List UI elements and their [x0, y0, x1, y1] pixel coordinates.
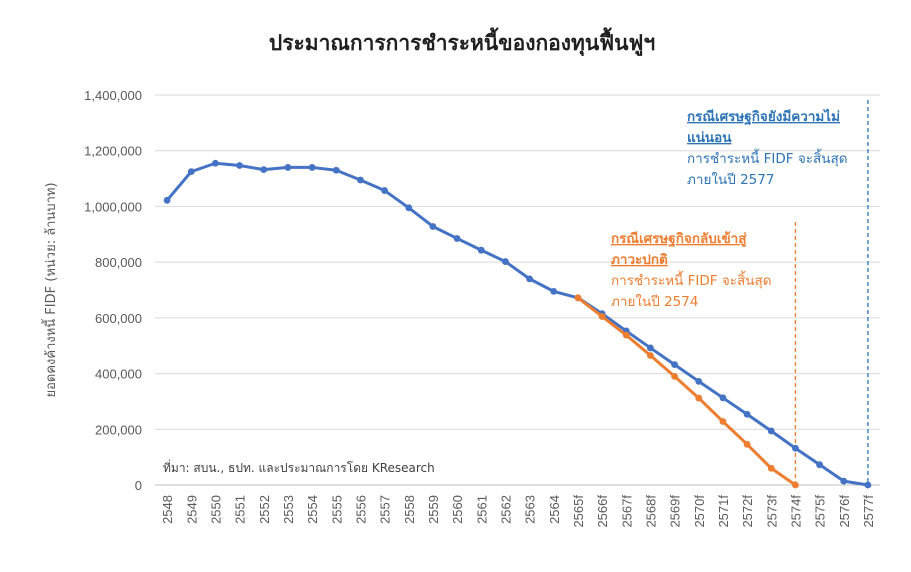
data-point: [236, 162, 243, 169]
x-tick-label: 2552: [257, 495, 272, 524]
data-point: [163, 196, 171, 204]
x-tick-label: 2576f: [837, 495, 852, 528]
x-tick-label: 2575f: [813, 495, 828, 528]
y-tick-label: 1,400,000: [84, 88, 142, 103]
gridlines: [155, 94, 880, 486]
data-point: [429, 223, 437, 230]
data-point: [187, 168, 195, 176]
x-tick-label: 2556: [353, 495, 368, 524]
data-point: [332, 166, 340, 174]
data-point: [671, 361, 678, 369]
x-tick-label: 2555: [329, 495, 344, 524]
data-point: [502, 258, 509, 265]
annotation-body: ภายในปี 2574: [611, 293, 698, 310]
data-point: [647, 344, 654, 352]
x-tick-label: 2566f: [595, 495, 610, 528]
x-tick-label: 2561: [474, 495, 489, 524]
x-tick-label: 2562: [498, 495, 513, 524]
data-point: [453, 235, 461, 242]
x-tick-label: 2565f: [571, 495, 586, 528]
data-point: [743, 440, 751, 448]
series-line-1: [165, 161, 869, 487]
series-line-2: [577, 296, 797, 487]
x-tick-label: 2572f: [740, 495, 755, 528]
x-tick-label: 2553: [281, 495, 296, 524]
annotations: กรณีเศรษฐกิจกลับเข้าสู่ภาวะปกติการชำระหน…: [611, 108, 848, 310]
y-tick-label: 0: [135, 478, 142, 493]
data-point: [719, 394, 727, 402]
data-point: [767, 464, 775, 472]
data-point: [864, 481, 872, 489]
y-tick-label: 800,000: [95, 255, 142, 270]
x-tick-label: 2563: [523, 495, 538, 524]
annotation-body: ภายในปี 2577: [687, 171, 774, 188]
annotation-heading: แน่นอน: [687, 130, 732, 146]
x-tick-label: 2570f: [692, 495, 707, 528]
data-point: [816, 461, 823, 469]
x-tick-label: 2574f: [788, 495, 803, 528]
data-point: [840, 477, 848, 485]
data-point: [357, 176, 364, 184]
data-point: [792, 481, 799, 489]
y-axis-ticks: 0 200,000 400,000 600,000 800,000 1,000,000 1,…: [84, 88, 142, 493]
annotation-heading: ภาวะปกติ: [611, 252, 668, 268]
scenario-end-markers: [794, 100, 869, 485]
x-tick-label: 2564: [547, 495, 562, 524]
source-note: ที่มา: สบน., ธปท. และประมาณการโดย KResea…: [163, 459, 435, 475]
x-tick-label: 2569f: [668, 495, 683, 528]
data-point: [719, 418, 727, 425]
annotation-heading: กรณีเศรษฐกิจกลับเข้าสู่: [611, 231, 747, 248]
data-point: [405, 204, 413, 212]
data-point: [284, 164, 292, 171]
annotation-body: การชำระหนี้ FIDF จะสิ้นสุด: [687, 148, 848, 167]
x-tick-label: 2560: [450, 495, 465, 524]
x-tick-label: 2550: [208, 495, 223, 524]
data-point: [671, 372, 678, 380]
y-axis-label: ยอดคงค้างหนี้ FIDF (หน่วย: ล้านบาท): [41, 182, 59, 397]
data-point: [695, 394, 703, 402]
data-point: [598, 313, 606, 320]
data-point: [550, 287, 558, 295]
series-layer: [163, 159, 872, 489]
x-tick-label: 2549: [184, 495, 199, 524]
x-tick-label: 2568f: [643, 495, 658, 528]
x-tick-label: 2567f: [619, 495, 634, 528]
data-point: [212, 159, 219, 167]
y-tick-label: 200,000: [95, 422, 142, 437]
annotation-heading: กรณีเศรษฐกิจยังมีความไม่: [687, 108, 840, 126]
data-point: [381, 187, 388, 194]
x-tick-label: 2554: [305, 495, 320, 524]
x-tick-label: 2557: [378, 495, 393, 524]
x-tick-label: 2551: [233, 495, 248, 524]
data-point: [574, 294, 582, 302]
data-point: [308, 164, 316, 171]
data-point: [647, 352, 654, 359]
data-point: [767, 427, 775, 435]
data-point: [260, 166, 268, 174]
data-point: [477, 246, 485, 254]
data-point: [792, 444, 799, 452]
annotation-body: การชำระหนี้ FIDF จะสิ้นสุด: [611, 270, 772, 289]
x-tick-label: 2577f: [861, 495, 876, 528]
x-axis-ticks: 2548 2549 2550 2551 2552 2553 2554 2555 2556 2557…: [160, 495, 876, 528]
x-tick-label: 2548: [160, 495, 175, 524]
chart-title: ประมาณการการชำระหนี้ของกองทุนฟื้นฟูฯ: [269, 27, 655, 57]
y-tick-label: 600,000: [95, 311, 142, 326]
y-tick-label: 1,000,000: [84, 199, 142, 214]
data-point: [695, 377, 703, 385]
y-tick-label: 1,200,000: [84, 144, 142, 159]
x-tick-label: 2559: [426, 495, 441, 524]
data-point: [622, 331, 630, 339]
y-tick-label: 400,000: [95, 367, 142, 382]
x-tick-label: 2558: [402, 495, 417, 524]
x-tick-label: 2573f: [764, 495, 779, 528]
data-point: [526, 275, 533, 283]
x-tick-label: 2571f: [716, 495, 731, 528]
data-point: [743, 410, 751, 418]
